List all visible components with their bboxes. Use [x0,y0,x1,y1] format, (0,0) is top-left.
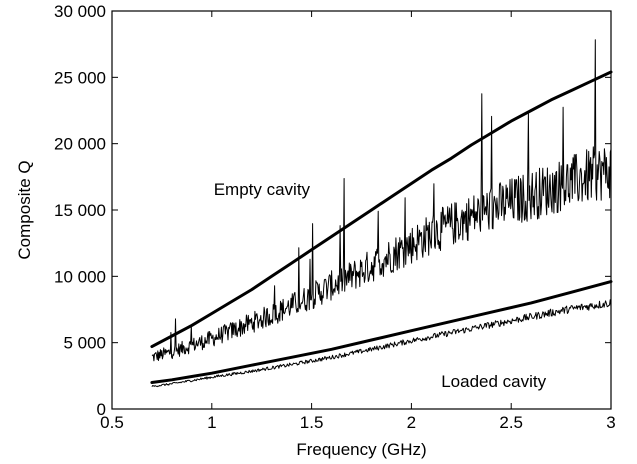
x-tick-label: 1.5 [300,413,324,432]
y-tick-label: 5 000 [63,334,106,353]
x-tick-label: 2.5 [499,413,523,432]
series-line-3 [151,299,612,388]
x-tick-label: 1 [207,413,216,432]
series-line-2 [150,280,613,384]
series-line-0 [150,70,613,349]
annotation-empty-cavity: Empty cavity [214,180,311,199]
x-tick-label: 3 [606,413,615,432]
y-tick-label: 15 000 [54,201,106,220]
y-tick-label: 20 000 [54,135,106,154]
y-tick-label: 25 000 [54,68,106,87]
y-axis-label: Composite Q [15,160,34,259]
annotation-loaded-cavity: Loaded cavity [441,372,546,391]
x-tick-label: 0.5 [100,413,124,432]
y-tick-label: 10 000 [54,267,106,286]
plot-area [150,39,613,388]
y-tick-label: 0 [97,400,106,419]
axes: 0.5 1 1.5 2 2.5 3 0 5 000 10 000 15 000 20 000 25 0… [54,2,616,432]
x-axis-label: Frequency (GHz) [296,440,426,459]
series-line-1 [151,39,612,362]
x-tick-label: 2 [407,413,416,432]
y-tick-label: 30 000 [54,2,106,21]
